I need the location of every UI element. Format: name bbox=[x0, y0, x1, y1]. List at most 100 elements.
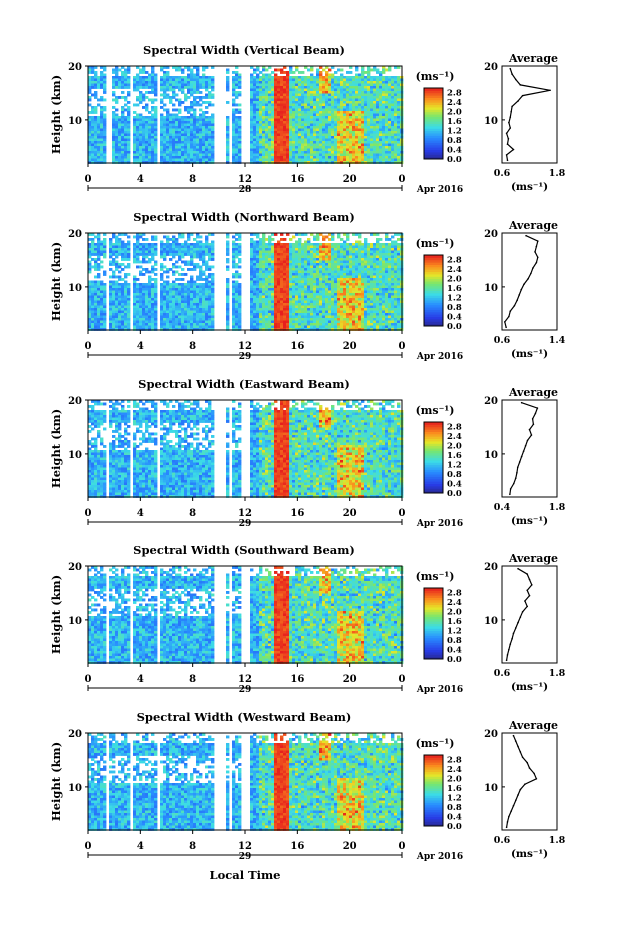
heatmap-cell bbox=[100, 71, 103, 74]
heatmap-cell bbox=[313, 111, 316, 114]
heatmap-cell bbox=[199, 86, 202, 89]
heatmap-cell bbox=[112, 76, 115, 79]
heatmap-cell bbox=[256, 104, 259, 107]
heatmap-cell bbox=[184, 246, 187, 249]
heatmap-cell bbox=[283, 149, 286, 152]
heatmap-cell bbox=[208, 298, 211, 301]
heatmap-cell bbox=[340, 129, 343, 132]
heatmap-cell bbox=[334, 144, 337, 147]
heatmap-cell bbox=[160, 116, 163, 119]
heatmap-cell bbox=[109, 293, 112, 296]
heatmap-cell bbox=[265, 144, 268, 147]
heatmap-cell bbox=[211, 273, 214, 276]
heatmap-cell bbox=[190, 156, 193, 159]
heatmap-cell bbox=[274, 94, 277, 97]
heatmap-cell bbox=[319, 99, 322, 102]
heatmap-cell bbox=[202, 126, 205, 129]
heatmap-cell bbox=[310, 129, 313, 132]
heatmap-cell bbox=[250, 114, 253, 117]
heatmap-cell bbox=[346, 81, 349, 84]
heatmap-cell bbox=[151, 124, 154, 127]
heatmap-cell bbox=[313, 139, 316, 142]
profile-title: Average bbox=[508, 52, 558, 65]
heatmap-cell bbox=[112, 258, 115, 261]
heatmap-cell bbox=[394, 131, 397, 134]
heatmap-cell bbox=[154, 99, 157, 102]
heatmap-cell bbox=[370, 121, 373, 124]
heatmap-cell bbox=[142, 79, 145, 82]
heatmap-cell bbox=[271, 114, 274, 117]
heatmap-cell bbox=[115, 238, 118, 241]
heatmap-cell bbox=[202, 131, 205, 134]
heatmap-cell bbox=[337, 89, 340, 92]
heatmap-cell bbox=[181, 144, 184, 147]
heatmap-cell bbox=[310, 146, 313, 149]
heatmap-cell bbox=[268, 273, 271, 276]
heatmap-cell bbox=[133, 321, 136, 324]
heatmap-cell bbox=[334, 134, 337, 137]
heatmap-cell bbox=[238, 283, 241, 286]
heatmap-cell bbox=[274, 286, 277, 289]
heatmap-cell bbox=[121, 136, 124, 139]
heatmap-cell bbox=[349, 141, 352, 144]
heatmap-cell bbox=[115, 306, 118, 309]
heatmap-cell bbox=[205, 286, 208, 289]
heatmap-cell bbox=[334, 151, 337, 154]
heatmap-cell bbox=[154, 316, 157, 319]
heatmap-cell bbox=[175, 84, 178, 87]
heatmap-cell bbox=[187, 76, 190, 79]
heatmap-cell bbox=[172, 84, 175, 87]
heatmap-cell bbox=[112, 323, 115, 326]
heatmap-cell bbox=[376, 116, 379, 119]
heatmap-cell bbox=[100, 121, 103, 124]
heatmap-cell bbox=[154, 114, 157, 117]
heatmap-cell bbox=[166, 156, 169, 159]
heatmap-cell bbox=[271, 253, 274, 256]
heatmap-cell bbox=[94, 116, 97, 119]
heatmap-cell bbox=[199, 156, 202, 159]
heatmap-cell bbox=[103, 256, 106, 259]
heatmap-cell bbox=[256, 298, 259, 301]
heatmap-cell bbox=[274, 159, 277, 162]
heatmap-cell bbox=[133, 159, 136, 162]
heatmap-cell bbox=[160, 101, 163, 104]
heatmap-cell bbox=[133, 253, 136, 256]
heatmap-cell bbox=[262, 326, 265, 329]
heatmap-cell bbox=[118, 84, 121, 87]
heatmap-cell bbox=[91, 141, 94, 144]
heatmap-cell bbox=[304, 124, 307, 127]
heatmap-cell bbox=[190, 298, 193, 301]
heatmap-cell bbox=[256, 114, 259, 117]
heatmap-cell bbox=[145, 293, 148, 296]
heatmap-cell bbox=[268, 283, 271, 286]
heatmap-cell bbox=[292, 131, 295, 134]
heatmap-cell bbox=[304, 89, 307, 92]
heatmap-cell bbox=[151, 236, 154, 239]
heatmap-cell bbox=[310, 84, 313, 87]
heatmap-cell bbox=[259, 71, 262, 74]
heatmap-cell bbox=[235, 126, 238, 129]
heatmap-cell bbox=[94, 119, 97, 122]
heatmap-cell bbox=[346, 141, 349, 144]
heatmap-cell bbox=[124, 109, 127, 112]
heatmap-cell bbox=[127, 321, 130, 324]
heatmap-cell bbox=[289, 96, 292, 99]
heatmap-cell bbox=[193, 281, 196, 284]
heatmap-cell bbox=[139, 149, 142, 152]
heatmap-cell bbox=[160, 156, 163, 159]
heatmap-cell bbox=[163, 288, 166, 291]
heatmap-cell bbox=[265, 293, 268, 296]
heatmap-cell bbox=[202, 141, 205, 144]
heatmap-cell bbox=[154, 306, 157, 309]
heatmap-cell bbox=[94, 136, 97, 139]
heatmap-cell bbox=[376, 139, 379, 142]
heatmap-cell bbox=[286, 91, 289, 94]
heatmap-cell bbox=[325, 74, 328, 77]
heatmap-cell bbox=[97, 236, 100, 239]
heatmap-cell bbox=[295, 144, 298, 147]
heatmap-cell bbox=[274, 96, 277, 99]
heatmap-cell bbox=[265, 258, 268, 261]
heatmap-cell bbox=[238, 308, 241, 311]
heatmap-cell bbox=[145, 104, 148, 107]
heatmap-cell bbox=[154, 303, 157, 306]
